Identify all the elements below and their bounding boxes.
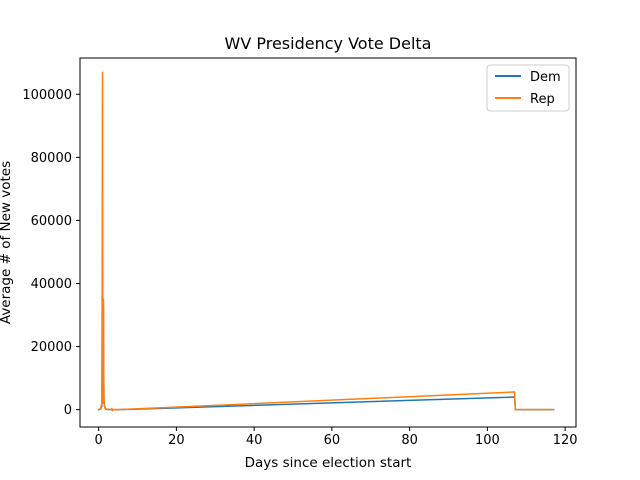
chart-title: WV Presidency Vote Delta <box>225 34 432 53</box>
legend-label-rep: Rep <box>530 92 555 107</box>
legend-label-dem: Dem <box>530 70 561 85</box>
x-axis-label: Days since election start <box>245 455 412 471</box>
x-axis: 0 20 40 60 80 100 120 <box>95 427 578 448</box>
x-tick-label: 80 <box>401 433 418 448</box>
y-axis: 0 20000 40000 60000 80000 100000 <box>22 88 80 418</box>
x-tick-label: 60 <box>324 433 341 448</box>
series-layer <box>97 71 555 412</box>
x-tick-label: 100 <box>475 433 500 448</box>
x-tick-label: 20 <box>168 433 185 448</box>
y-tick-label: 40000 <box>31 277 72 292</box>
legend: Dem Rep <box>486 64 570 112</box>
plot-frame <box>79 57 577 428</box>
y-tick-label: 60000 <box>31 214 72 229</box>
y-tick-label: 20000 <box>31 340 72 355</box>
y-tick-label: 0 <box>64 403 72 418</box>
x-tick-label: 120 <box>553 433 578 448</box>
x-tick-label: 0 <box>95 433 103 448</box>
y-tick-label: 80000 <box>31 151 72 166</box>
x-tick-label: 40 <box>246 433 263 448</box>
y-tick-label: 100000 <box>22 88 72 103</box>
y-axis-label: Average # of New votes <box>0 161 14 324</box>
series-line-rep <box>97 71 555 412</box>
